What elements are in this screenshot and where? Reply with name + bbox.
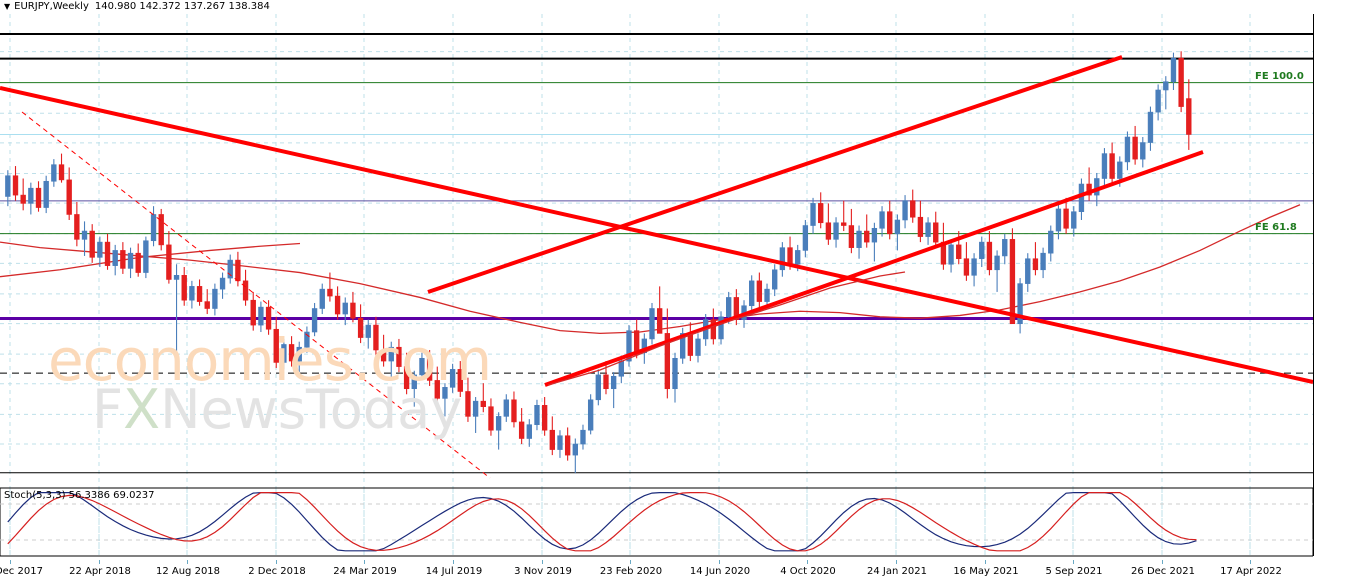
date-tick: [1162, 560, 1163, 564]
date-axis-label: 5 Sep 2021: [1045, 566, 1103, 577]
date-axis-label: 22 Apr 2018: [69, 566, 131, 577]
date-axis-label: 24 Mar 2019: [333, 566, 397, 577]
date-tick: [630, 560, 631, 564]
candlestick-series: [5, 51, 1192, 474]
date-axis-label: 31 Dec 2017: [0, 566, 43, 577]
date-tick: [10, 560, 11, 564]
axis-separator-line: [1313, 14, 1314, 556]
symbol-label: EURJPY,Weekly: [14, 1, 89, 12]
trendlines: [0, 55, 1314, 479]
fib-level-label: FE 61.8: [1255, 221, 1297, 233]
triangle-down-icon[interactable]: ▼: [4, 2, 11, 11]
date-tick: [807, 560, 808, 564]
ohlc-values: 140.980 142.372 137.267 138.384: [94, 1, 270, 12]
date-tick: [187, 560, 188, 564]
price-chart-canvas: [0, 14, 1314, 556]
date-tick: [896, 560, 897, 564]
date-tick: [985, 560, 986, 564]
date-tick: [276, 560, 277, 564]
date-axis-label: 16 May 2021: [953, 566, 1019, 577]
stochastic-legend: Stoch(5,3,3) 56.3386 69.0237: [4, 490, 155, 501]
date-axis-label: 23 Feb 2020: [599, 566, 663, 577]
date-tick: [1250, 560, 1251, 564]
stoch-d-line: [7, 492, 1197, 552]
stochastic-canvas: [0, 487, 1314, 557]
date-axis-label: 14 Jul 2019: [425, 566, 483, 577]
date-axis-label: 2 Dec 2018: [248, 566, 306, 577]
date-tick: [364, 560, 365, 564]
ma-arc-right: [547, 271, 906, 386]
date-axis-label: 24 Jan 2021: [867, 566, 927, 577]
price-axis[interactable]: 145.651144.375143.871142.130139.920138.3…: [1313, 0, 1362, 584]
stoch-k-line: [7, 492, 1197, 552]
moving-average-left: [0, 242, 301, 278]
date-axis: 31 Dec 2017 22 Apr 2018 12 Aug 2018 2 Dec 2…: [0, 560, 1313, 584]
date-tick: [453, 560, 454, 564]
date-tick: [719, 560, 720, 564]
fib-level-label: FE 100.0: [1255, 70, 1304, 82]
date-axis-label: 12 Aug 2018: [155, 566, 221, 577]
date-axis-label: 26 Dec 2021: [1131, 566, 1195, 577]
date-tick: [99, 560, 100, 564]
date-tick: [542, 560, 543, 564]
date-axis-label: 4 Oct 2020: [780, 566, 836, 577]
date-axis-label: 14 Jun 2020: [689, 566, 751, 577]
date-axis-label: 3 Nov 2019: [514, 566, 572, 577]
chart-header: ▼ EURJPY,Weekly 140.980 142.372 137.267 13…: [0, 0, 1362, 14]
date-axis-label: 17 Apr 2022: [1220, 566, 1282, 577]
horizontal-levels: [0, 32, 1313, 474]
date-tick: [1073, 560, 1074, 564]
